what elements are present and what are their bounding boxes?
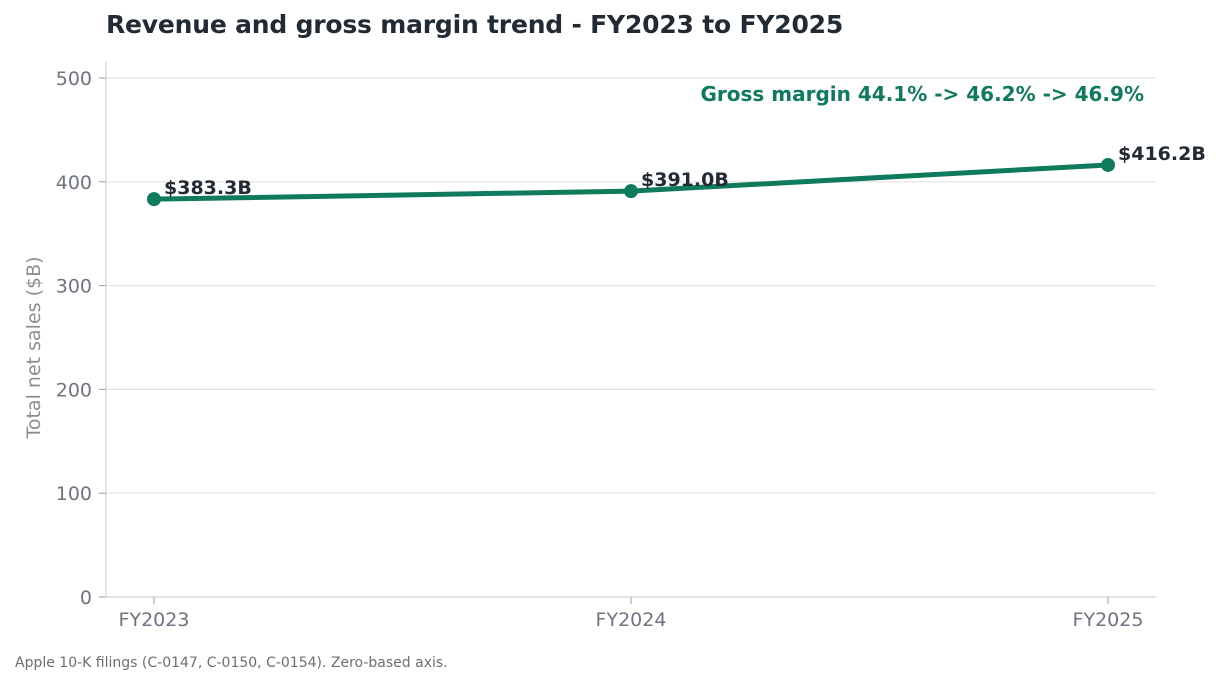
- gridlines: [106, 77, 1156, 494]
- data-label: $383.3B: [164, 177, 252, 199]
- x-tick-label: FY2024: [596, 609, 667, 631]
- source-note: Apple 10-K filings (C-0147, C-0150, C-01…: [15, 655, 448, 671]
- data-label: $416.2B: [1118, 143, 1206, 165]
- data-label: $391.0B: [641, 169, 729, 191]
- series-revenue: [147, 157, 1115, 207]
- y-tick-label: 200: [56, 379, 92, 401]
- gross-margin-annotation: Gross margin 44.1% -> 46.2% -> 46.9%: [701, 82, 1145, 106]
- y-tick-label: 0: [80, 587, 92, 609]
- axes: 0 100 200 300 400 500 FY2023 FY2024 FY2025: [56, 62, 1156, 631]
- data-point: [1101, 157, 1115, 172]
- y-tick-label: 100: [56, 483, 92, 505]
- data-point: [147, 192, 161, 207]
- y-axis-title: Total net sales ($B): [23, 256, 45, 439]
- y-tick-label: 500: [56, 68, 92, 90]
- x-tick-label: FY2025: [1073, 609, 1144, 631]
- x-tick-label: FY2023: [119, 609, 190, 631]
- chart-title: Revenue and gross margin trend - FY2023 …: [106, 10, 844, 39]
- data-point: [624, 184, 638, 199]
- y-tick-label: 400: [56, 172, 92, 194]
- data-labels: $383.3B $391.0B $416.2B: [164, 143, 1206, 199]
- y-tick-label: 300: [56, 276, 92, 298]
